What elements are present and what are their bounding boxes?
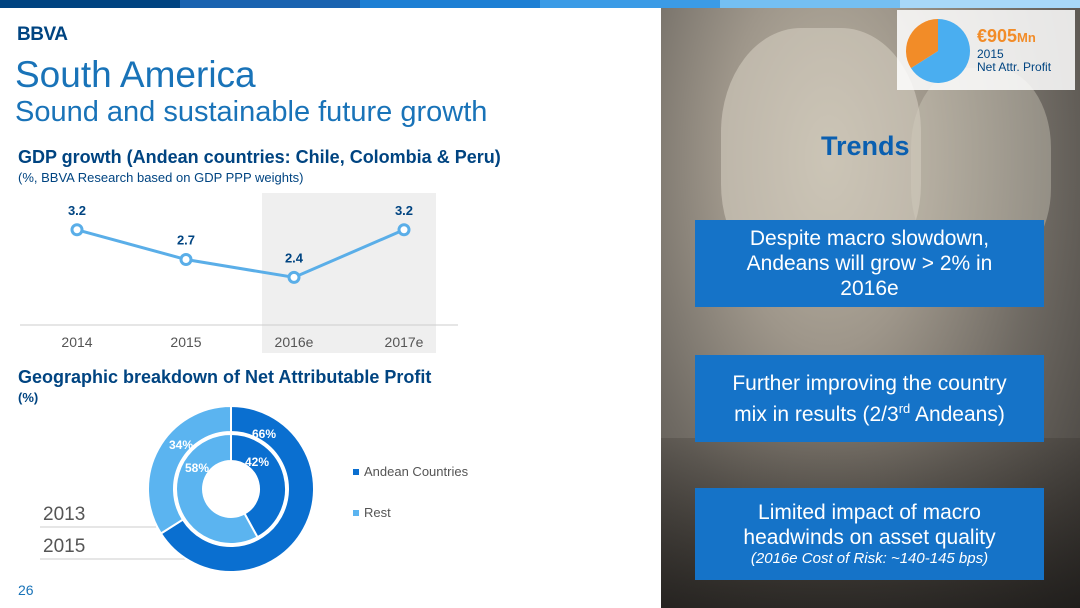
- profit-chart-title: Geographic breakdown of Net Attributable…: [18, 367, 432, 387]
- donut-2013-slice-andean-countries: [230, 432, 287, 539]
- donut-label-outer-andean: 66%: [252, 427, 276, 441]
- bbva-logo: BBVA: [17, 24, 68, 45]
- kpi-pie-slice-andean: [910, 19, 970, 84]
- gdp-point-2017e: [397, 223, 411, 237]
- trend-box-2: Further improving the country mix in res…: [695, 355, 1044, 442]
- page-title: South America: [15, 54, 256, 95]
- charts-canvas: 3.2 2014 2.7 2015 2.4 2016e 3.2 2017e 66% 34% 42% 5…: [20, 193, 458, 573]
- gdp-x-tick-2017e: 2017e: [385, 334, 424, 350]
- donut-label-inner-andean: 42%: [245, 455, 269, 469]
- gdp-point-2016e: [287, 270, 301, 284]
- gdp-data-label-2017e: 3.2: [395, 203, 413, 218]
- legend-rest: Rest: [353, 505, 391, 520]
- legend-andean: Andean Countries: [353, 464, 468, 479]
- trend-box-1: Despite macro slowdown, Andeans will gro…: [695, 220, 1044, 307]
- donut-2015-slice-andean-countries: [159, 404, 315, 573]
- gdp-data-label-2015: 2.7: [177, 233, 195, 248]
- page-number: 26: [18, 582, 34, 598]
- inner-ring-year-label: 2013: [43, 504, 86, 525]
- legend-swatch-andean: [353, 468, 359, 475]
- kpi-pie-slice-rest: [906, 19, 938, 69]
- donut-label-outer-rest: 34%: [169, 438, 193, 452]
- gdp-point-2014: [70, 223, 84, 237]
- gdp-x-tick-2015: 2015: [170, 334, 201, 350]
- gdp-data-label-2014: 3.2: [68, 203, 86, 218]
- legend-swatch-rest: [353, 509, 359, 516]
- top-color-bar: [0, 0, 1080, 8]
- legend-label-rest: Rest: [364, 505, 391, 520]
- legend-label-andean: Andean Countries: [364, 464, 469, 479]
- donut-label-inner-rest: 58%: [185, 461, 209, 475]
- outer-ring-year-label: 2015: [43, 536, 86, 557]
- page-subtitle: Sound and sustainable future growth: [15, 96, 488, 128]
- kpi-label: 2015 Net Attr. Profit: [977, 47, 1052, 74]
- gdp-x-tick-2014: 2014: [61, 334, 92, 350]
- gdp-chart-subtitle: (%, BBVA Research based on GDP PPP weigh…: [18, 170, 304, 185]
- gdp-data-label-2016e: 2.4: [285, 250, 304, 265]
- gdp-point-2015: [179, 253, 193, 267]
- kpi-value: €905Mn: [977, 26, 1036, 46]
- gdp-chart-title: GDP growth (Andean countries: Chile, Col…: [18, 147, 501, 167]
- gdp-series-line: [76, 228, 405, 279]
- donut-2015-slice-rest: [147, 404, 232, 535]
- trend-box-3: Limited impact of macro headwinds on ass…: [695, 488, 1044, 580]
- gdp-x-tick-2016e: 2016e: [275, 334, 314, 350]
- trends-title: Trends: [821, 131, 910, 161]
- donut-2013-slice-rest: [175, 432, 259, 545]
- kpi-pie-chart: [906, 19, 970, 84]
- profit-chart-subtitle: (%): [18, 390, 39, 405]
